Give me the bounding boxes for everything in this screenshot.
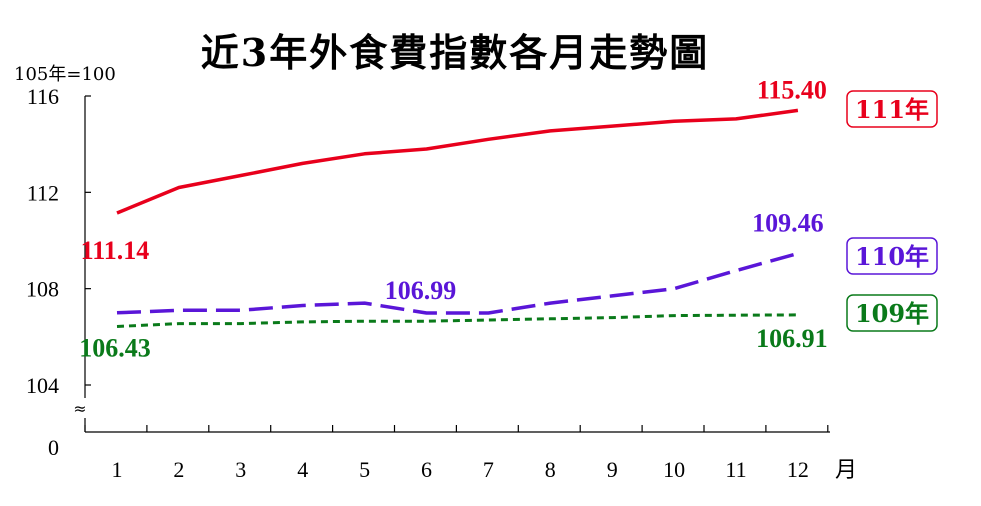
- legend: 111年 110年 109年: [846, 90, 938, 332]
- x-tick-label: 11: [725, 457, 746, 482]
- series-line-0: [116, 108, 799, 215]
- legend-box-2: [846, 294, 938, 332]
- data-label: 106.43: [79, 333, 151, 362]
- series-line-1: [116, 251, 799, 315]
- x-unit-label: 月: [835, 457, 857, 482]
- axis-break-mark: ≈: [73, 399, 86, 418]
- x-tick-label: 6: [421, 457, 432, 482]
- legend-box-1: [846, 237, 938, 275]
- legend-label-1: 110年: [855, 242, 929, 271]
- x-tick-label: 4: [297, 457, 308, 482]
- data-label: 106.91: [756, 324, 828, 353]
- x-tick-label: 12: [787, 457, 809, 482]
- data-labels: 111.14 115.40 106.99 109.46 106.43 106.91: [79, 75, 827, 362]
- y-tick-label: 104: [26, 373, 59, 398]
- data-label: 106.99: [385, 276, 457, 305]
- legend-label-2: 109年: [855, 299, 929, 328]
- index-base-label: 105年=100: [14, 64, 116, 85]
- legend-box-0: [846, 90, 938, 128]
- x-tick-label: 3: [235, 457, 246, 482]
- y-tick-label: 108: [26, 277, 59, 302]
- x-tick-label: 2: [173, 457, 184, 482]
- x-tick-label: 8: [545, 457, 556, 482]
- y-tick-label: 0: [48, 435, 59, 460]
- y-tick-label: 116: [27, 84, 59, 109]
- x-tick-label: 5: [359, 457, 370, 482]
- x-tick-label: 10: [663, 457, 685, 482]
- data-label: 111.14: [81, 236, 150, 265]
- series-lines: [116, 108, 799, 328]
- data-label: 109.46: [752, 209, 824, 238]
- y-tick-label: 112: [27, 180, 59, 205]
- legend-label-0: 111年: [855, 95, 929, 124]
- chart-title: 近3年外食費指數各月走勢圖: [200, 30, 710, 75]
- x-tick-label: 9: [607, 457, 618, 482]
- series-line-2: [116, 313, 798, 328]
- x-tick-label: 7: [483, 457, 494, 482]
- x-tick-label: 1: [112, 457, 123, 482]
- data-label: 115.40: [757, 75, 827, 104]
